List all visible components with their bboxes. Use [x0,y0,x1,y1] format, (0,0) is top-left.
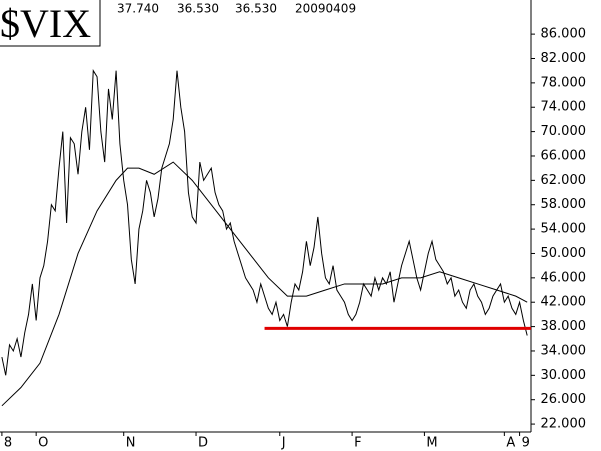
y-tick-label: 86.000 [541,27,587,42]
x-tick-label: 9 [522,436,530,451]
y-tick-label: 26.000 [541,392,587,407]
y-tick-label: 74.000 [541,100,587,115]
title-box [0,0,101,47]
chart-title: $VIX [0,1,91,46]
price-line [1,69,528,376]
y-tick-label: 22.000 [541,417,587,432]
x-tick-label: D [198,436,208,451]
y-tick-label: 82.000 [541,51,587,66]
x-tick-label: A [506,436,515,451]
y-tick-label: 78.000 [541,75,587,90]
x-tick-label: N [126,436,136,451]
y-tick-label: 30.000 [541,368,587,383]
x-tick-label: O [38,436,48,451]
y-tick-label: 70.000 [541,124,587,139]
moving-average-line [1,161,528,407]
x-tick-label: J [281,436,286,451]
header-value: 36.530 [177,2,219,16]
x-tick-label: 8 [4,436,12,451]
y-tick-label: 34.000 [541,343,587,358]
y-tick-label: 66.000 [541,148,587,163]
header-value: 36.530 [235,2,277,16]
x-tick-label: M [426,436,437,451]
x-tick-label: F [354,436,361,451]
y-tick-label: 54.000 [541,222,587,237]
y-tick-label: 58.000 [541,197,587,212]
y-tick-label: 46.000 [541,270,587,285]
y-tick-label: 50.000 [541,246,587,261]
header-value: 37.740 [117,2,159,16]
y-tick-label: 42.000 [541,295,587,310]
header-value: 20090409 [295,2,356,16]
y-tick-label: 62.000 [541,173,587,188]
y-tick-label: 38.000 [541,319,587,334]
